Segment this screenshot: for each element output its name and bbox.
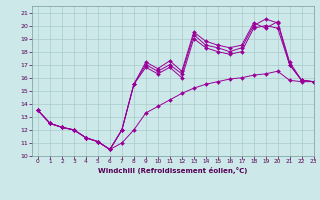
X-axis label: Windchill (Refroidissement éolien,°C): Windchill (Refroidissement éolien,°C) <box>98 167 247 174</box>
